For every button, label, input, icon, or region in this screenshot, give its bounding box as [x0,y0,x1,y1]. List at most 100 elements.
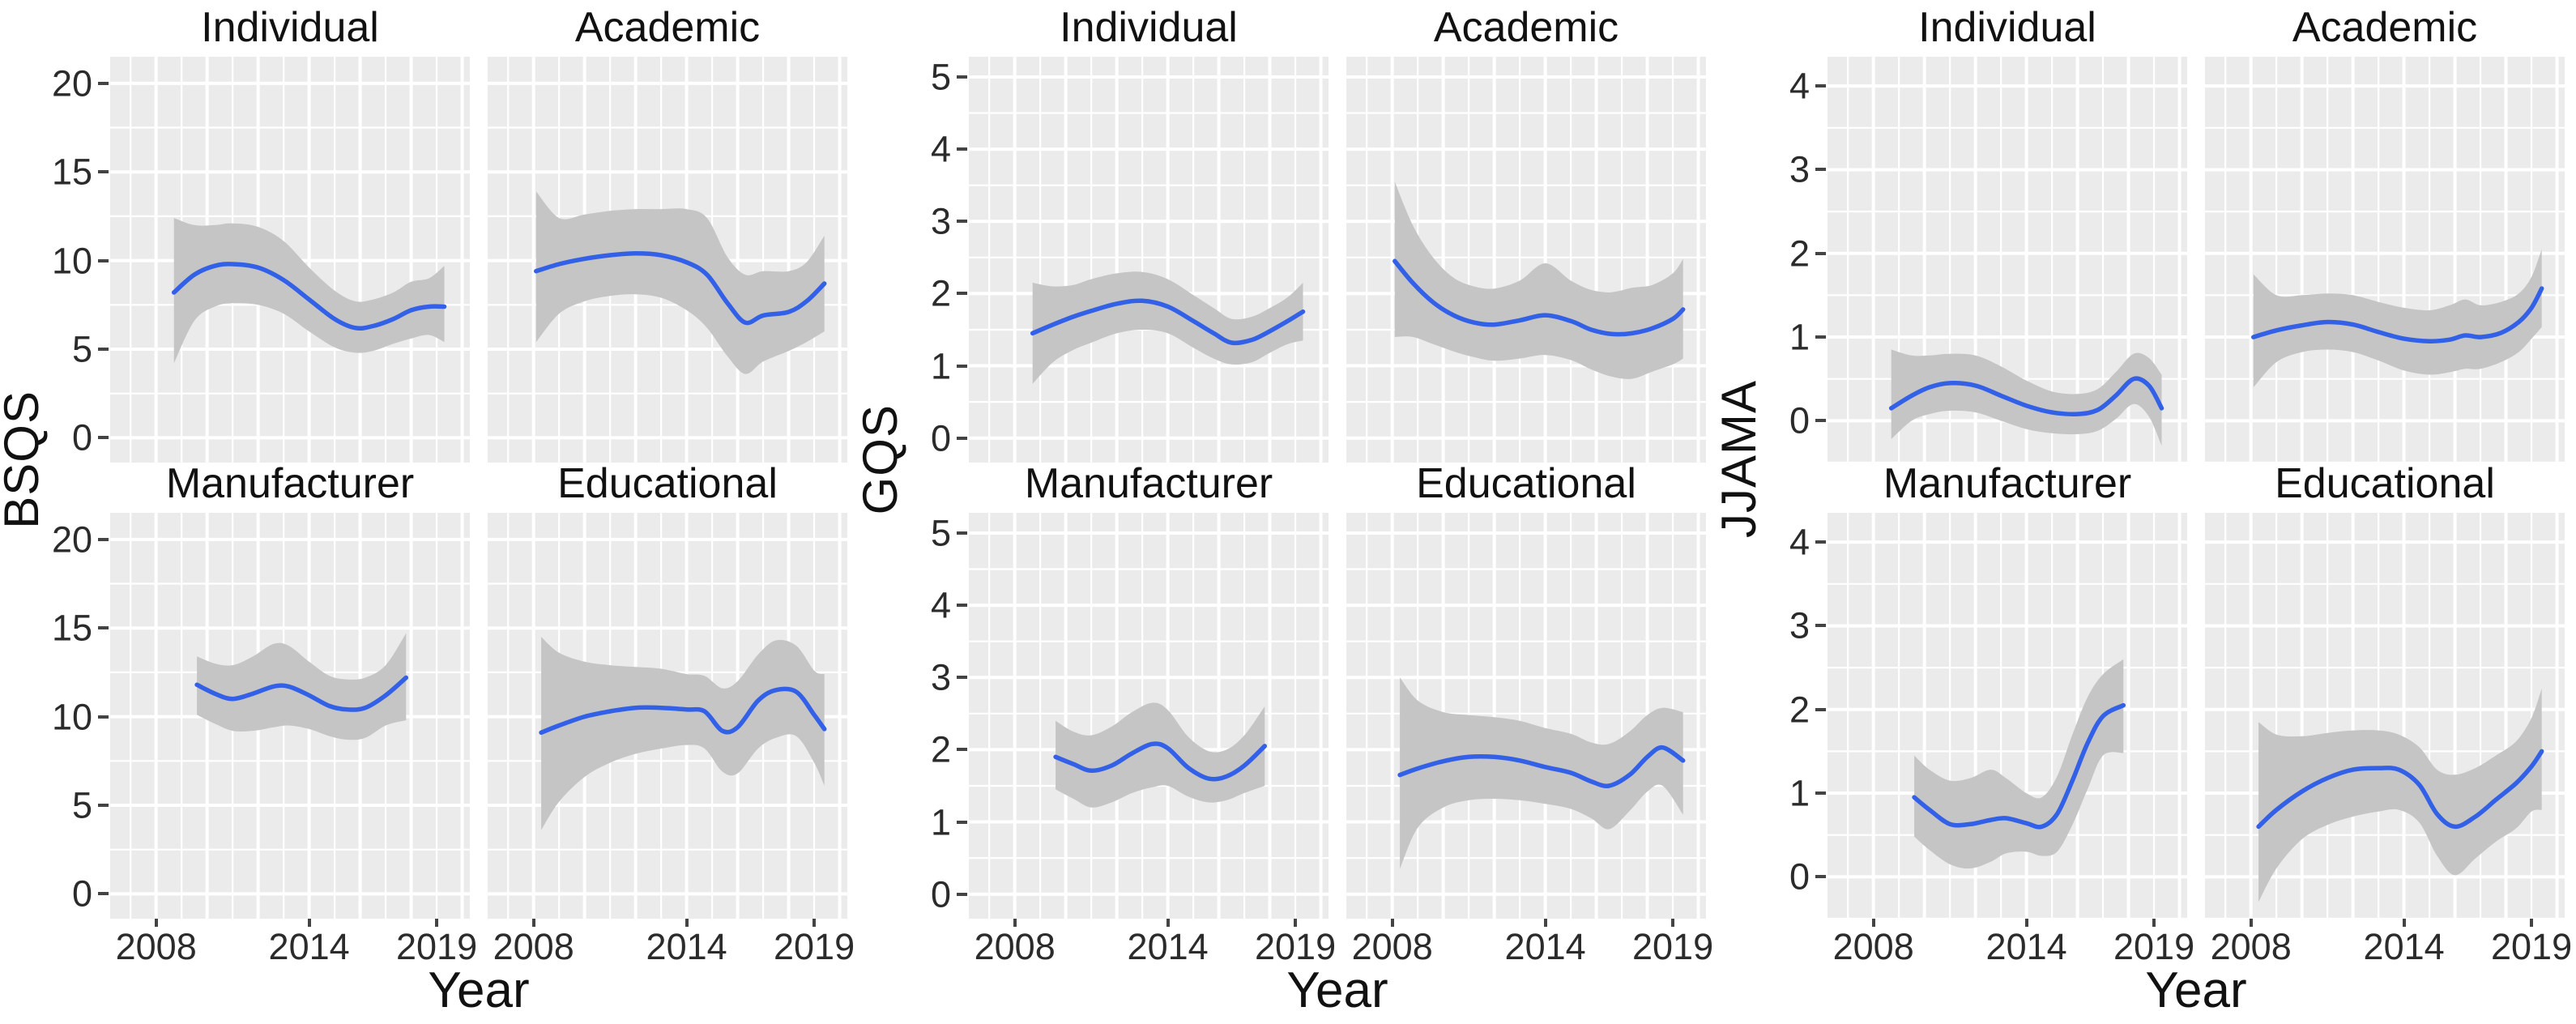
x-axis-ticks: 2008 2014 2019 [2205,919,2572,967]
y-tick-mark [957,820,967,824]
y-tick-mark [98,81,109,85]
facet-title-manufacturer: Manufacturer [1024,460,1273,507]
y-tick-label: 5 [71,784,92,826]
x-tick-label: 2019 [2113,926,2195,967]
plot-bsqs-academic [488,57,847,463]
x-tick-mark [2024,919,2028,927]
y-tick-mark [957,604,967,608]
facet-title-individual: Individual [1918,4,2096,51]
y-tick-label: 2 [930,272,951,314]
chart-group-jjama: JJAMA Individual Academic 0 1 2 3 4 Manufact… [1712,0,2576,1024]
panel-jjama-individual [1828,57,2187,463]
y-tick-mark [98,626,109,630]
x-tick-label: 2014 [1504,926,1586,967]
x-tick-mark [1294,919,1298,927]
facet-title-educational: Educational [2275,460,2495,507]
x-axis-ticks: 2008 2014 2019 [1346,919,1713,967]
y-tick-label: 2 [1789,689,1810,731]
y-tick-label: 2 [1789,233,1810,275]
y-tick-label: 4 [930,584,951,626]
x-tick-label: 2014 [2363,926,2445,967]
x-axis-ticks: 2008 2014 2019 [1828,919,2194,967]
x-tick-label: 2019 [396,926,478,967]
plot-gqs-academic [1346,57,1706,463]
facet-title-individual: Individual [201,4,379,51]
plot-jjama-educational [2205,513,2565,919]
facet-title-academic: Academic [2292,4,2478,51]
y-tick-mark [1815,540,1826,544]
plot-gqs-individual [969,57,1329,463]
panel-bsqs-academic [488,57,847,463]
y-tick-mark [98,347,109,351]
y-tick-label: 4 [1789,521,1810,563]
y-tick-label: 0 [71,873,92,915]
y-tick-mark [1815,707,1826,711]
facet-title-manufacturer: Manufacturer [1883,460,2132,507]
y-tick-mark [957,436,967,440]
y-tick-label: 3 [1789,148,1810,190]
panel-bsqs-manufacturer [110,513,470,919]
y-tick-mark [1815,335,1826,339]
x-tick-mark [685,919,689,927]
x-tick-mark [435,919,439,927]
y-tick-mark [1815,791,1826,796]
plot-jjama-individual [1828,57,2187,463]
panel-bsqs-educational [488,513,847,919]
x-axis-title-year: Year [2145,962,2247,1018]
y-tick-mark [957,531,967,535]
y-axis-ticks: 0 1 2 3 4 [1759,513,1828,919]
y-axis-ticks: 0 1 2 3 4 [1759,57,1828,463]
panel-gqs-academic [1346,57,1706,463]
facet-title-educational: Educational [1416,460,1636,507]
plot-gqs-manufacturer [969,513,1329,919]
y-tick-mark [957,364,967,368]
x-tick-mark [1671,919,1675,927]
y-tick-label: 1 [1789,772,1810,814]
facet-title-individual: Individual [1060,4,1238,51]
y-tick-mark [957,292,967,296]
x-tick-label: 2014 [268,926,350,967]
chart-group-bsqs: BSQS Individual Academic 0 5 10 15 20 Manufa… [0,0,859,1024]
plot-jjama-academic [2205,57,2565,463]
y-tick-label: 15 [51,607,92,649]
y-tick-mark [98,258,109,262]
y-tick-label: 3 [930,200,951,242]
y-tick-label: 2 [930,728,951,770]
x-tick-mark [2402,919,2406,927]
x-tick-mark [154,919,158,927]
x-tick-label: 2014 [646,926,727,967]
y-tick-mark [98,170,109,174]
y-tick-label: 0 [1789,855,1810,898]
y-tick-label: 5 [930,512,951,554]
x-tick-label: 2019 [774,926,855,967]
y-tick-mark [1815,624,1826,628]
y-tick-mark [957,676,967,680]
x-tick-mark [307,919,311,927]
y-tick-label: 0 [930,873,951,915]
x-tick-label: 2014 [1985,926,2067,967]
x-tick-label: 2014 [1127,926,1209,967]
y-tick-label: 20 [51,518,92,561]
x-tick-mark [1166,919,1170,927]
panel-bsqs-individual [110,57,470,463]
chart-group-gqs: GQS Individual Academic 0 1 2 3 4 5 Manufactu… [853,0,1717,1024]
x-tick-mark [2249,919,2253,927]
x-tick-mark [531,919,535,927]
y-axis-title-bsqs: BSQS [0,390,49,529]
plot-gqs-educational [1346,513,1706,919]
y-tick-label: 0 [71,416,92,459]
y-tick-label: 1 [1789,316,1810,358]
y-tick-mark [1815,251,1826,255]
y-tick-label: 0 [930,417,951,459]
x-tick-mark [2530,919,2534,927]
y-tick-label: 3 [930,656,951,698]
y-tick-label: 4 [1789,65,1810,107]
panel-jjama-manufacturer [1828,513,2187,919]
y-tick-mark [1815,875,1826,879]
plot-jjama-manufacturer [1828,513,2187,919]
y-tick-mark [1815,84,1826,88]
y-tick-mark [98,803,109,807]
x-tick-label: 2019 [1255,926,1337,967]
panel-jjama-educational [2205,513,2565,919]
y-tick-mark [957,748,967,752]
